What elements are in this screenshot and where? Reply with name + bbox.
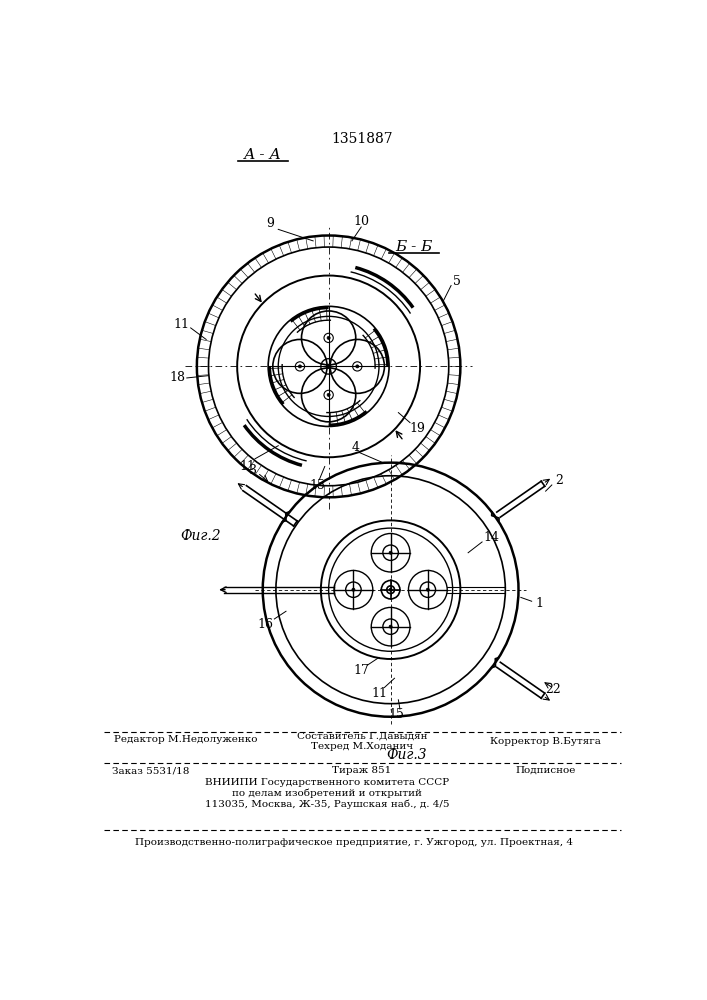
Circle shape (327, 336, 330, 339)
Text: 2: 2 (556, 474, 563, 487)
Text: ВНИИПИ Государственного комитета СССР: ВНИИПИ Государственного комитета СССР (205, 778, 449, 787)
Text: 113035, Москва, Ж-35, Раушская наб., д. 4/5: 113035, Москва, Ж-35, Раушская наб., д. … (205, 799, 450, 809)
Text: Подписное: Подписное (515, 766, 575, 775)
Text: А - А: А - А (244, 148, 281, 162)
Circle shape (426, 588, 429, 591)
Text: 4: 4 (352, 441, 360, 454)
Text: 9: 9 (267, 217, 274, 230)
Circle shape (389, 588, 392, 591)
Text: 15: 15 (389, 708, 405, 721)
Text: Заказ 5531/18: Заказ 5531/18 (112, 766, 189, 775)
Text: Составитель Г.Давыдян: Составитель Г.Давыдян (297, 732, 427, 740)
Text: 19: 19 (410, 422, 426, 434)
Text: 17: 17 (354, 664, 369, 677)
Text: Фиг.3: Фиг.3 (386, 748, 426, 762)
Text: по делам изобретений и открытий: по делам изобретений и открытий (232, 788, 422, 798)
Text: 15: 15 (309, 479, 325, 492)
Text: Редактор М.Недолуженко: Редактор М.Недолуженко (114, 735, 257, 744)
Circle shape (327, 393, 330, 396)
Text: Фиг.2: Фиг.2 (180, 529, 221, 543)
Text: 14: 14 (484, 531, 499, 544)
Circle shape (298, 365, 301, 368)
Text: 22: 22 (546, 683, 561, 696)
Circle shape (389, 551, 392, 554)
Text: Корректор В.Бутяга: Корректор В.Бутяга (490, 737, 601, 746)
Text: 11: 11 (371, 687, 387, 700)
Text: Б - Б: Б - Б (395, 240, 433, 254)
Text: 18: 18 (170, 371, 185, 384)
Text: 1: 1 (535, 597, 544, 610)
Text: 10: 10 (354, 215, 369, 228)
Text: Техред М.Ходанич: Техред М.Ходанич (311, 742, 413, 751)
Text: 11: 11 (239, 460, 255, 473)
Circle shape (352, 588, 355, 591)
Text: 11: 11 (173, 318, 189, 331)
Circle shape (356, 365, 359, 368)
Text: Производственно-полиграфическое предприятие, г. Ужгород, ул. Проектная, 4: Производственно-полиграфическое предприя… (135, 838, 573, 847)
Text: Тираж 851: Тираж 851 (332, 766, 392, 775)
Text: 3: 3 (249, 464, 257, 477)
Text: 16: 16 (257, 618, 273, 631)
Text: 1351887: 1351887 (331, 132, 393, 146)
Circle shape (327, 364, 331, 369)
Circle shape (389, 625, 392, 628)
Text: 5: 5 (452, 275, 460, 288)
